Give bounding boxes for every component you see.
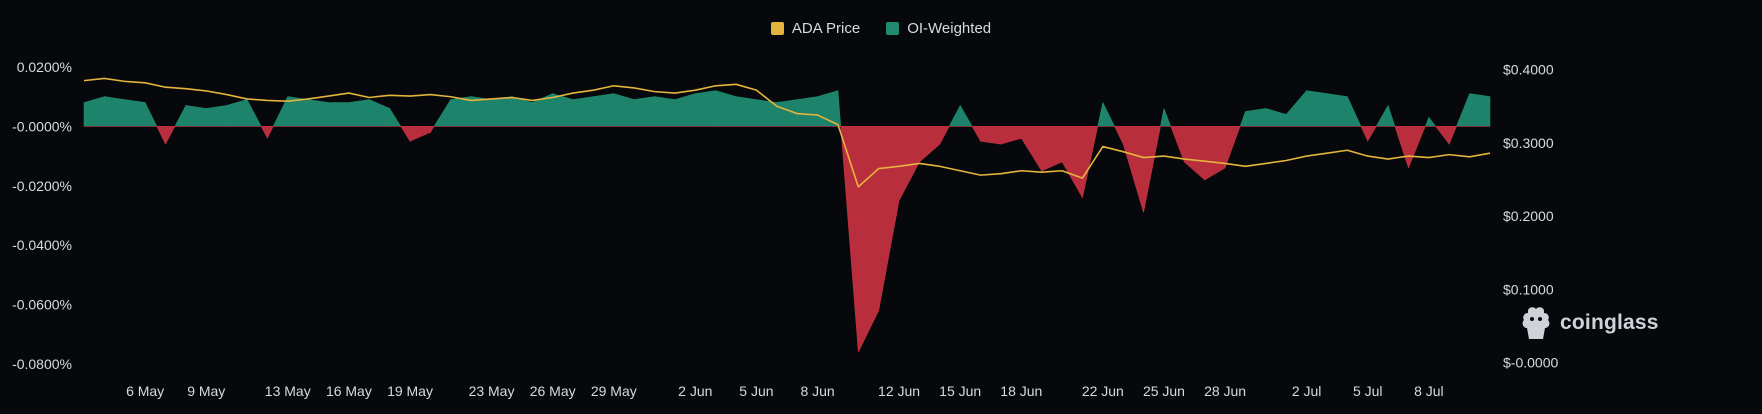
right-axis-tick-label: $0.2000 xyxy=(1503,208,1554,224)
legend-label-funding: OI-Weighted xyxy=(907,20,992,37)
x-axis-tick-label: 12 Jun xyxy=(878,383,920,399)
legend-swatch-price xyxy=(770,22,784,35)
x-axis-tick-label: 26 May xyxy=(530,383,576,399)
x-axis-tick-label: 28 Jun xyxy=(1204,383,1246,399)
legend-swatch-funding xyxy=(886,22,900,35)
x-axis-tick-label: 22 Jun xyxy=(1082,383,1124,399)
x-axis-tick-label: 15 Jun xyxy=(939,383,981,399)
x-axis-tick-label: 2 Jul xyxy=(1292,383,1322,399)
x-axis-tick-label: 25 Jun xyxy=(1143,383,1185,399)
legend-item-funding[interactable]: OI-Weighted xyxy=(886,20,991,37)
left-axis-tick-label: -0.0800% xyxy=(12,356,72,372)
price-line xyxy=(83,77,1491,188)
left-axis: 0.0200% -0.0000% -0.0200% -0.0400% -0.0600% -… xyxy=(12,59,72,372)
right-axis: $0.4000 $0.3000 $0.2000 $0.1000 $-0.0000 xyxy=(1503,62,1558,371)
right-axis-tick-label: $0.1000 xyxy=(1503,281,1554,297)
negative-funding-area xyxy=(84,126,1490,353)
x-axis-tick-label: 18 Jun xyxy=(1000,383,1042,399)
right-axis-tick-label: $0.4000 xyxy=(1503,62,1554,78)
x-axis-tick-label: 2 Jun xyxy=(678,383,712,399)
x-axis-tick-label: 6 May xyxy=(126,383,164,399)
left-axis-tick-label: -0.0400% xyxy=(12,237,72,253)
x-axis-tick-label: 5 Jul xyxy=(1353,383,1383,399)
x-axis-tick-label: 9 May xyxy=(187,383,225,399)
x-axis-tick-label: 8 Jun xyxy=(800,383,834,399)
x-axis: 6 May 9 May 13 May 16 May 19 May 23 May 26 May… xyxy=(126,383,1444,399)
coinglass-watermark: coinglass xyxy=(1520,305,1659,341)
left-axis-tick-label: -0.0600% xyxy=(12,297,72,313)
left-axis-tick-label: -0.0200% xyxy=(12,178,72,194)
x-axis-tick-label: 29 May xyxy=(591,383,637,399)
x-axis-tick-label: 19 May xyxy=(387,383,433,399)
price-line-layer xyxy=(83,77,1491,188)
chart-legend: ADA Price OI-Weighted xyxy=(0,20,1762,37)
funding-area-layer xyxy=(83,89,1491,353)
x-axis-tick-label: 16 May xyxy=(326,383,372,399)
x-axis-tick-label: 5 Jun xyxy=(739,383,773,399)
x-axis-tick-label: 13 May xyxy=(265,383,311,399)
x-axis-tick-label: 8 Jul xyxy=(1414,383,1444,399)
left-axis-tick-label: 0.0200% xyxy=(17,59,72,75)
x-axis-tick-label: 23 May xyxy=(469,383,515,399)
watermark-text: coinglass xyxy=(1560,311,1659,334)
right-axis-tick-label: $-0.0000 xyxy=(1503,355,1558,371)
legend-label-price: ADA Price xyxy=(791,20,861,37)
legend-item-price[interactable]: ADA Price xyxy=(770,20,861,37)
right-axis-tick-label: $0.3000 xyxy=(1503,135,1554,151)
positive-funding-area xyxy=(83,89,1491,127)
left-axis-tick-label: -0.0000% xyxy=(12,118,72,134)
coinglass-logo-icon xyxy=(1522,307,1550,339)
